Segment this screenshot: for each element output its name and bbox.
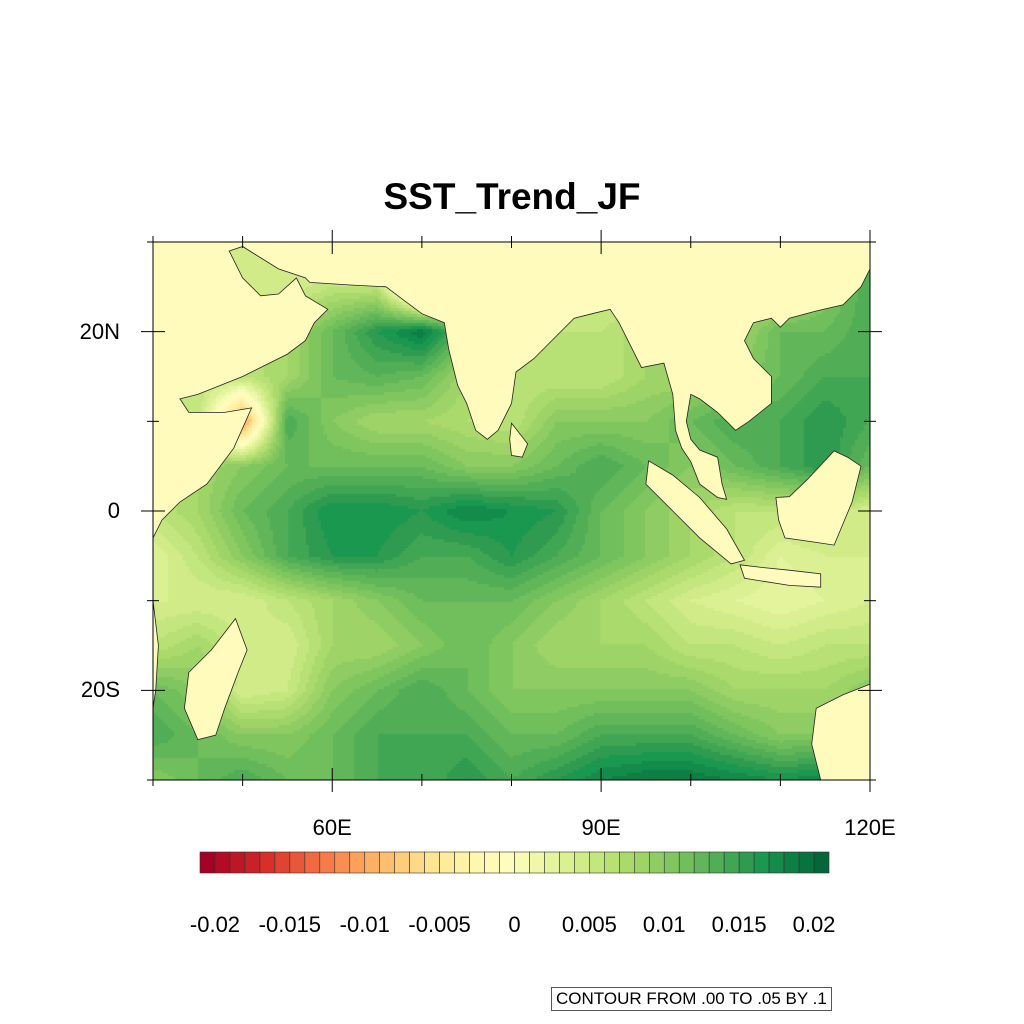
colorbar-box xyxy=(289,851,306,874)
colorbar-box xyxy=(379,851,395,874)
colorbar-box xyxy=(544,851,560,874)
colorbar-label: 0.015 xyxy=(711,912,767,937)
colorbar-label: -0.01 xyxy=(339,912,390,937)
colorbar-box xyxy=(484,851,500,874)
colorbar-box xyxy=(229,851,246,874)
colorbar-box xyxy=(199,851,216,874)
colorbar-label: 0.02 xyxy=(792,912,836,937)
colorbar-box xyxy=(529,851,545,874)
colorbar-box xyxy=(364,851,381,874)
plot-title: SST_Trend_JF xyxy=(383,176,641,217)
x-tick-label: 90E xyxy=(581,815,621,840)
colorbar-box xyxy=(708,851,725,874)
y-tick-label: 20N xyxy=(79,318,120,344)
colorbar-box xyxy=(619,851,635,874)
y-tick-label: 0 xyxy=(107,498,120,523)
colorbar-box xyxy=(604,851,620,874)
colorbar-label: -0.02 xyxy=(189,912,241,937)
land-borneo xyxy=(775,450,862,546)
colorbar-box xyxy=(798,851,815,874)
colorbar-label: 0 xyxy=(508,912,521,937)
colorbar-box xyxy=(424,851,440,874)
colorbar-box xyxy=(394,851,410,874)
colorbar-label: -0.015 xyxy=(258,912,322,937)
x-tick-label: 120E xyxy=(844,815,896,840)
colorbar-box xyxy=(768,851,785,874)
colorbar-box xyxy=(244,851,261,874)
colorbar-box xyxy=(783,851,800,874)
x-tick-label: 60E xyxy=(312,815,352,840)
land-mozambique xyxy=(152,600,159,709)
land-madagascar xyxy=(183,617,248,741)
colorbar-box xyxy=(259,851,276,874)
colorbar-label: -0.005 xyxy=(408,912,471,937)
colorbar-box xyxy=(349,851,366,874)
colorbar-box xyxy=(693,851,710,874)
colorbar-box xyxy=(469,851,485,874)
colorbar-box xyxy=(648,851,665,874)
colorbar-box xyxy=(738,851,755,874)
colorbar-box xyxy=(753,851,770,874)
colorbar-box xyxy=(499,851,515,874)
colorbar-box xyxy=(678,851,695,874)
colorbar-box xyxy=(439,851,455,874)
colorbar-box xyxy=(409,851,425,874)
colorbar-box xyxy=(514,851,530,874)
axis-ticks xyxy=(141,230,882,792)
colorbar-box xyxy=(589,851,605,874)
colorbar-box xyxy=(634,851,650,874)
colorbar-box xyxy=(304,851,321,874)
colorbar xyxy=(199,851,830,874)
colorbar-label: 0.01 xyxy=(642,912,686,937)
colorbar-box xyxy=(813,851,830,874)
colorbar-box xyxy=(663,851,680,874)
contour-info-label: CONTOUR FROM .00 TO .05 BY .1 xyxy=(551,987,832,1011)
colorbar-box xyxy=(334,851,351,874)
colorbar-box xyxy=(454,851,470,874)
land-asia-africa xyxy=(152,241,871,539)
land-masses xyxy=(152,241,871,781)
colorbar-box xyxy=(319,851,336,874)
colorbar-box xyxy=(574,851,590,874)
land-sri-lanka xyxy=(509,422,529,458)
land-java xyxy=(739,564,822,588)
colorbar-box xyxy=(559,851,575,874)
colorbar-box xyxy=(214,851,231,874)
colorbar-box xyxy=(723,851,740,874)
y-tick-label: 20S xyxy=(80,677,120,703)
colorbar-label: 0.005 xyxy=(561,912,617,937)
land-australia xyxy=(811,683,871,781)
land-sumatra xyxy=(645,460,746,565)
colorbar-box xyxy=(274,851,291,874)
